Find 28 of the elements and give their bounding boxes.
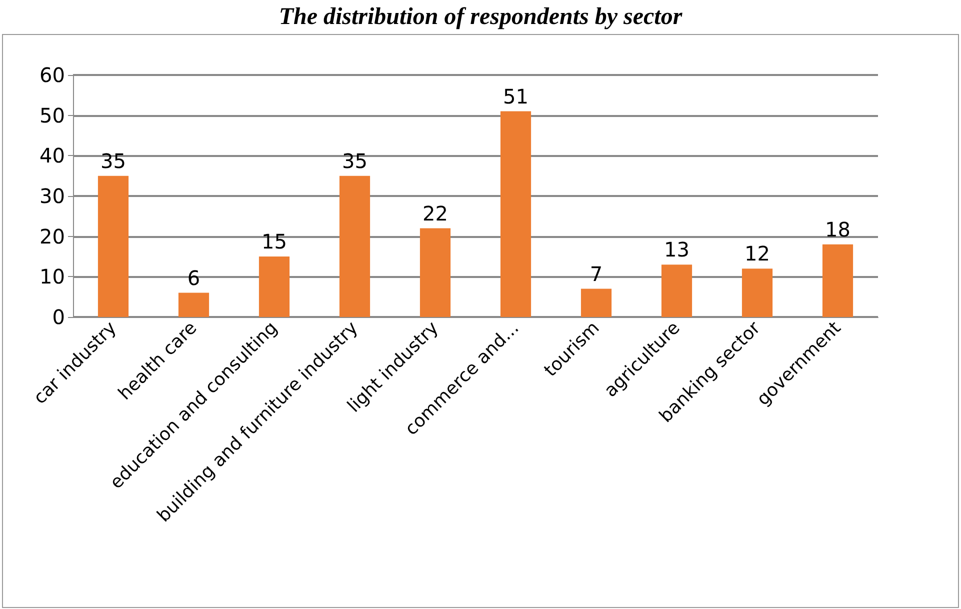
y-tick-label: 0	[52, 305, 65, 329]
bar	[661, 264, 692, 317]
data-label: 15	[262, 230, 287, 254]
data-label: 12	[744, 242, 770, 266]
data-label: 35	[100, 148, 126, 173]
bar	[258, 256, 290, 317]
bar	[339, 176, 370, 317]
y-tick-label: 50	[40, 103, 65, 128]
bar	[580, 288, 612, 317]
y-tick-label: 60	[40, 63, 65, 87]
data-label: 7	[590, 262, 603, 286]
data-label: 6	[187, 266, 200, 290]
bar	[178, 292, 210, 317]
y-tick-label: 40	[40, 144, 65, 168]
data-label: 35	[342, 148, 368, 173]
data-label: 22	[422, 201, 448, 226]
chart-title: The distribution of respondents by sector	[278, 3, 684, 32]
bar	[500, 111, 532, 317]
data-label: 13	[664, 238, 690, 262]
y-tick-label: 30	[40, 184, 65, 208]
y-tick-label: 20	[40, 224, 65, 248]
y-tick-label: 10	[40, 264, 65, 289]
data-label: 51	[503, 84, 528, 108]
data-label: 18	[825, 217, 850, 242]
bar	[742, 268, 773, 317]
bar	[822, 244, 854, 317]
bar	[420, 228, 451, 317]
bar	[98, 176, 129, 317]
